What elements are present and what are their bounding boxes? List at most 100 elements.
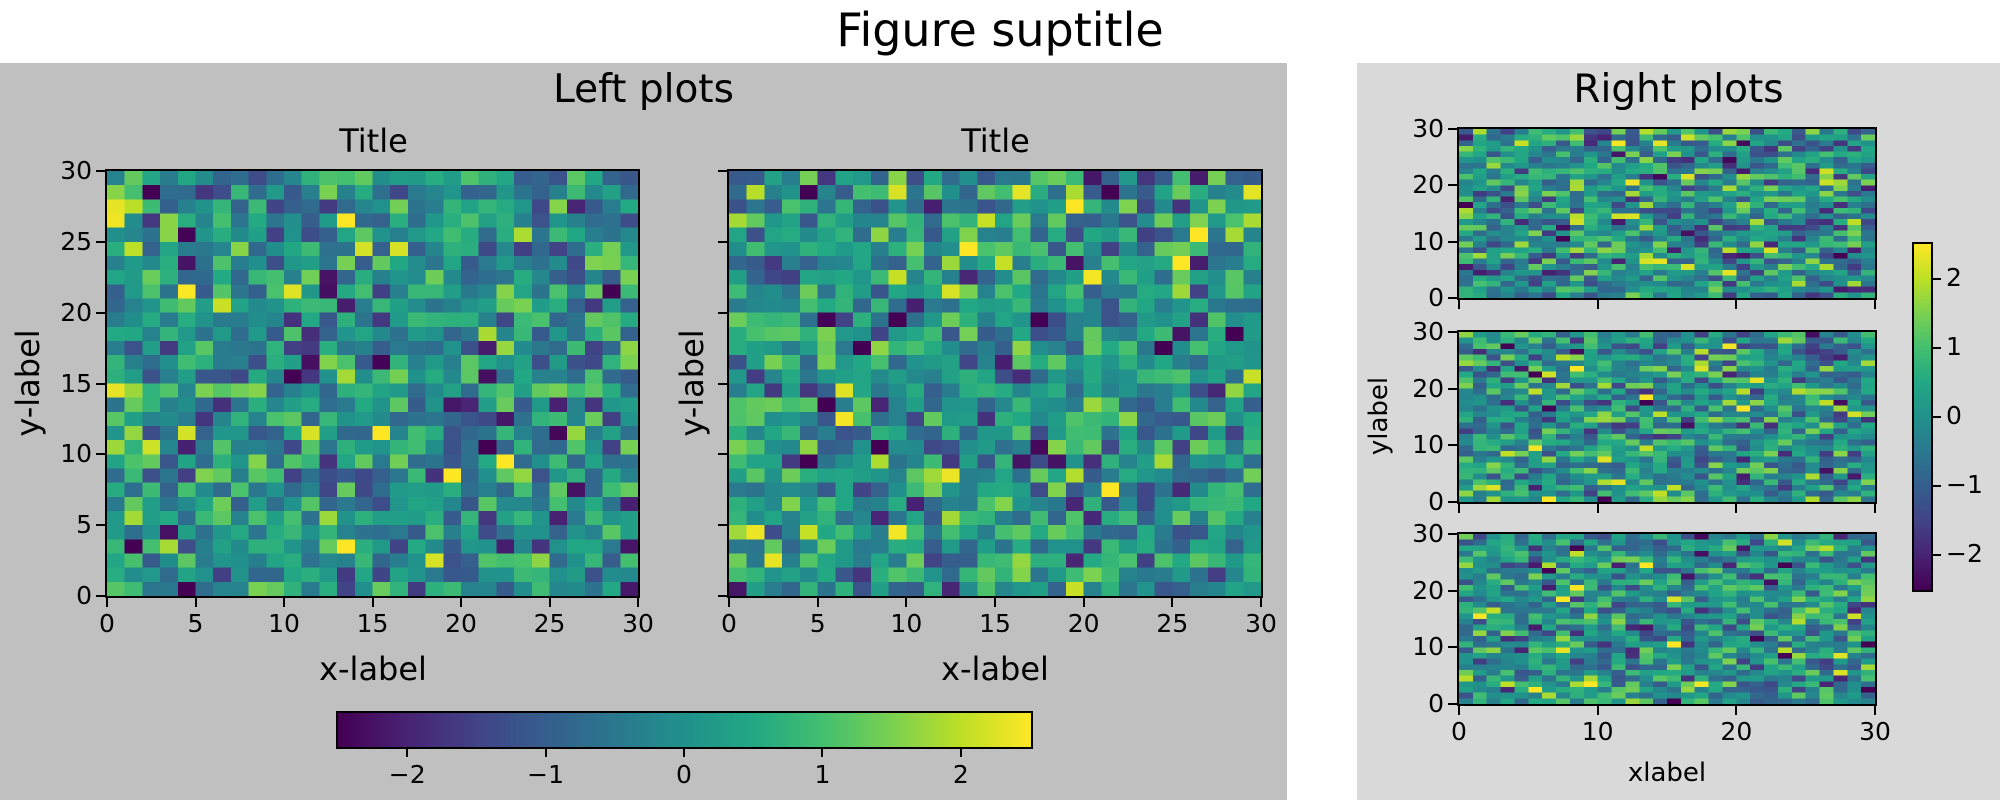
y-tick-label: 0 <box>1428 283 1444 312</box>
left-axes-2-xlabel: x-label <box>941 650 1049 688</box>
colorbar-tick-label: 1 <box>814 760 831 789</box>
left-axes-1-ylabel: y-label <box>9 329 47 437</box>
y-tick-label: 30 <box>60 156 92 185</box>
y-tick <box>718 382 728 385</box>
y-tick <box>1448 387 1458 390</box>
y-tick <box>1448 297 1458 299</box>
x-tick-label: 5 <box>187 609 204 638</box>
right-xlabel: xlabel <box>1627 758 1707 788</box>
colorbar-tick <box>683 747 685 757</box>
x-tick <box>816 597 819 607</box>
x-tick <box>905 597 908 607</box>
y-tick <box>1448 533 1458 535</box>
y-tick <box>1448 646 1458 649</box>
colorbar-gradient <box>338 713 1031 747</box>
figure-suptitle: Figure suptitle <box>836 3 1164 57</box>
left-axes-2-title: Title <box>961 122 1030 160</box>
x-tick <box>1082 597 1085 607</box>
x-tick <box>548 597 551 607</box>
right-colorbar <box>1912 242 1933 592</box>
x-tick <box>371 597 374 607</box>
colorbar-tick-label: −2 <box>1946 539 1983 569</box>
x-tick <box>1596 705 1599 715</box>
y-tick <box>718 170 728 172</box>
y-tick <box>718 311 728 314</box>
x-tick-label: 10 <box>890 609 923 638</box>
colorbar-gradient <box>1914 244 1931 590</box>
x-tick <box>1458 299 1460 309</box>
right-subfigure-title: Right plots <box>1573 67 1784 112</box>
y-tick <box>1448 501 1458 503</box>
y-tick-label: 20 <box>1412 575 1444 605</box>
x-tick <box>728 597 730 607</box>
left-axes-1-title: Title <box>339 122 408 160</box>
y-tick <box>1448 128 1458 130</box>
x-tick <box>460 597 462 607</box>
x-tick-label: 25 <box>1156 609 1189 638</box>
y-tick-label: 10 <box>1412 632 1444 662</box>
colorbar-tick <box>959 747 962 757</box>
x-tick-label: 30 <box>1859 717 1891 746</box>
y-tick-label: 0 <box>1428 487 1444 516</box>
y-tick <box>1448 331 1458 333</box>
y-tick <box>96 240 106 243</box>
y-tick-label: 30 <box>1412 114 1444 143</box>
x-tick-label: 10 <box>268 609 300 638</box>
heatmap-canvas <box>729 171 1261 596</box>
y-tick-label: 25 <box>60 226 92 256</box>
colorbar-tick-label: −1 <box>527 760 565 789</box>
x-tick-label: 30 <box>622 609 654 638</box>
x-tick <box>1596 503 1599 513</box>
right-ylabel: ylabel <box>1364 376 1394 456</box>
x-tick-label: 20 <box>445 609 477 638</box>
x-tick <box>1458 705 1460 715</box>
x-tick <box>106 597 108 607</box>
colorbar-tick-label: 2 <box>952 760 969 789</box>
colorbar-tick-label: 0 <box>676 760 692 789</box>
x-tick <box>1171 597 1174 607</box>
colorbar-tick-label: 1 <box>1946 331 1962 361</box>
x-tick <box>194 597 197 607</box>
x-tick <box>1596 299 1599 309</box>
colorbar-tick-label: 0 <box>1946 401 1962 430</box>
heatmap-canvas <box>1459 129 1875 298</box>
y-tick-label: 10 <box>60 439 92 469</box>
y-tick <box>96 595 106 597</box>
y-tick <box>718 453 728 456</box>
x-tick-label: 30 <box>1245 609 1277 638</box>
y-tick-label: 10 <box>1412 226 1444 256</box>
x-tick <box>994 597 996 607</box>
colorbar-tick-label: −1 <box>1946 470 1983 500</box>
x-tick-label: 25 <box>533 609 566 638</box>
colorbar-tick <box>544 747 547 757</box>
x-tick-label: 20 <box>1067 609 1100 638</box>
x-tick <box>1874 503 1876 513</box>
y-tick <box>718 524 728 527</box>
right-axes-1-heatmap <box>1457 127 1877 300</box>
x-tick-label: 20 <box>1720 717 1753 746</box>
x-tick-label: 0 <box>721 609 737 638</box>
colorbar-tick-label: −2 <box>388 760 426 789</box>
y-tick-label: 20 <box>1412 373 1444 403</box>
y-tick <box>1448 240 1458 243</box>
x-tick-label: 10 <box>1581 717 1614 746</box>
left-axes-1-xlabel: x-label <box>319 650 427 688</box>
y-tick-label: 10 <box>1412 430 1444 460</box>
left-axes-2-ylabel: y-label <box>673 329 711 437</box>
heatmap-canvas <box>1459 534 1875 704</box>
y-tick <box>96 524 106 527</box>
y-tick-label: 20 <box>1412 170 1444 200</box>
x-tick-label: 5 <box>809 609 826 638</box>
y-tick <box>1448 703 1458 705</box>
x-tick <box>1260 597 1262 607</box>
colorbar-tick <box>1931 554 1941 557</box>
colorbar-tick <box>821 747 824 757</box>
left-axes-2-heatmap <box>727 169 1263 598</box>
colorbar-tick <box>1931 346 1941 349</box>
y-tick-label: 0 <box>76 581 92 610</box>
x-tick <box>283 597 285 607</box>
y-tick-label: 0 <box>1428 689 1444 718</box>
x-tick <box>1874 705 1876 715</box>
colorbar-tick <box>1931 277 1941 280</box>
y-tick <box>96 170 106 172</box>
